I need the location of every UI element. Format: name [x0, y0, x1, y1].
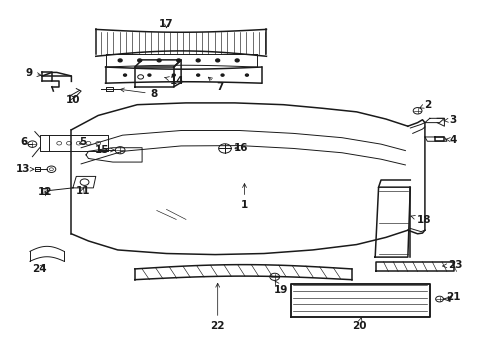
Text: 3: 3	[443, 115, 456, 125]
Circle shape	[196, 59, 200, 62]
Circle shape	[235, 59, 239, 62]
Text: 5: 5	[79, 138, 86, 147]
Text: 23: 23	[442, 260, 462, 270]
Text: 4: 4	[445, 135, 456, 145]
Text: 16: 16	[233, 143, 248, 153]
Text: 8: 8	[120, 88, 158, 99]
Circle shape	[157, 59, 161, 62]
Text: 12: 12	[38, 187, 53, 197]
Text: 2: 2	[419, 100, 430, 110]
Circle shape	[196, 74, 199, 76]
Text: 18: 18	[410, 215, 430, 225]
Circle shape	[123, 74, 126, 76]
Text: 21: 21	[445, 292, 460, 302]
Circle shape	[215, 59, 219, 62]
Text: 20: 20	[351, 318, 366, 331]
Text: 19: 19	[273, 281, 287, 295]
Text: 1: 1	[241, 184, 247, 210]
Circle shape	[118, 59, 122, 62]
Circle shape	[172, 74, 175, 76]
Text: 17: 17	[159, 19, 173, 29]
Text: 11: 11	[75, 186, 90, 196]
Text: 9: 9	[25, 68, 41, 78]
Text: 24: 24	[32, 264, 47, 274]
Circle shape	[221, 74, 224, 76]
Circle shape	[148, 74, 151, 76]
Text: 15: 15	[95, 144, 115, 154]
Circle shape	[176, 59, 180, 62]
Text: 22: 22	[210, 283, 224, 331]
Text: 14: 14	[164, 76, 184, 86]
Circle shape	[245, 74, 248, 76]
Circle shape	[138, 59, 142, 62]
Text: 13: 13	[15, 164, 34, 174]
Text: 7: 7	[208, 77, 224, 92]
Text: 6: 6	[20, 137, 28, 147]
Text: 10: 10	[65, 95, 80, 105]
